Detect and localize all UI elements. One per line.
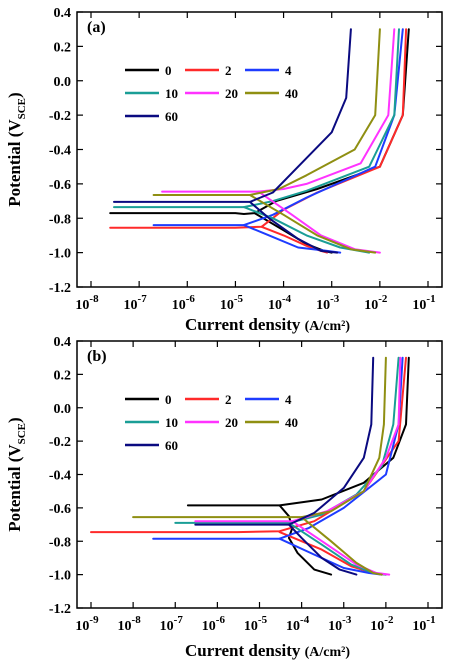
- x-tick-label: 10-6: [172, 293, 196, 313]
- series-line-20: [194, 356, 402, 523]
- legend-label-40: 40: [285, 86, 298, 101]
- legend-label-10: 10: [165, 415, 178, 430]
- y-tick-label: -0.4: [49, 469, 71, 484]
- panel-label: (b): [87, 348, 107, 365]
- y-tick-label: -1.0: [49, 569, 71, 584]
- series-cathodic-40: [300, 516, 383, 576]
- series-cathodic-60: [248, 200, 339, 254]
- panel-label: (a): [87, 19, 106, 36]
- x-tick-label: 10-1: [412, 614, 435, 634]
- y-tick-label: -0.6: [49, 502, 71, 517]
- series-line-20: [161, 28, 396, 193]
- plot-frame: [76, 340, 443, 609]
- legend-label-4: 4: [285, 392, 292, 407]
- y-tick-label: -1.2: [49, 602, 71, 617]
- series-cathodic-0: [253, 212, 333, 254]
- y-tick-label: 0.0: [54, 402, 72, 417]
- y-tick-label: -0.2: [49, 109, 71, 124]
- x-tick-label: 10-3: [316, 293, 340, 313]
- x-tick-label: 10-9: [75, 614, 99, 634]
- x-tick-label: 10-3: [328, 614, 352, 634]
- legend-label-4: 4: [285, 63, 292, 78]
- series-line-0: [109, 28, 410, 215]
- series-line-40: [152, 28, 381, 196]
- x-tick-label: 10-7: [124, 293, 148, 313]
- legend-label-60: 60: [165, 109, 178, 124]
- legend-label-0: 0: [165, 392, 172, 407]
- series-cathodic-60: [287, 523, 358, 576]
- chart-panel-2: 0.4 0.2 0.0 -0.2 -0.4 -0.6 -0.8 -1.0 -1.2 10-9 10-…: [5, 335, 443, 660]
- y-tick-label: -0.2: [49, 435, 71, 450]
- y-tick-label: -0.4: [49, 144, 71, 159]
- series-line-10: [113, 28, 400, 209]
- legend-label-60: 60: [165, 438, 178, 453]
- legend-label-40: 40: [285, 415, 298, 430]
- y-tick-label: -0.8: [49, 535, 71, 550]
- series-line-0: [186, 356, 410, 507]
- x-tick-label: 10-6: [202, 614, 226, 634]
- x-tick-label: 10-5: [220, 293, 244, 313]
- x-axis-title: Current density (A/cm²): [185, 315, 350, 334]
- series-group: [109, 28, 410, 254]
- x-tick-label: 10-4: [268, 293, 292, 313]
- series-cathodic-40: [248, 194, 377, 254]
- x-tick-label: 10-8: [118, 614, 142, 634]
- series-group: [90, 356, 410, 576]
- y-tick-label: 0.0: [54, 75, 72, 90]
- y-tick-label: 0.2: [54, 368, 72, 383]
- legend: 0 2 4 10 20 40 60: [125, 63, 298, 124]
- series-line-60: [194, 356, 375, 526]
- legend-label-2: 2: [225, 392, 232, 407]
- legend: 0 2 4 10 20 40 60: [125, 392, 298, 453]
- x-tick-label: 10-2: [370, 614, 394, 634]
- y-tick-label: -1.0: [49, 247, 71, 262]
- x-axis-title: Current density (A/cm²): [185, 641, 350, 660]
- y-tick-label: -0.6: [49, 178, 71, 193]
- x-tick-label: 10-4: [286, 614, 310, 634]
- legend-label-0: 0: [165, 63, 172, 78]
- series-cathodic-2: [278, 531, 387, 576]
- x-tick-label: 10-8: [75, 293, 99, 313]
- legend-label-10: 10: [165, 86, 178, 101]
- y-tick-label: 0.4: [54, 6, 72, 21]
- y-axis-title: Potential (VSCE): [5, 417, 28, 531]
- legend-label-20: 20: [225, 86, 238, 101]
- x-tick-label: 10-1: [412, 293, 435, 313]
- y-tick-label: -0.8: [49, 212, 71, 227]
- x-tick-label: 10-5: [244, 614, 268, 634]
- series-line-40: [132, 356, 387, 519]
- legend-label-20: 20: [225, 415, 238, 430]
- chart-panel-1: 0.4 0.2 0.0 -0.2 -0.4 -0.6 -0.8 -1.0 -1.2 10-8 10-…: [5, 6, 443, 334]
- series-line-60: [113, 28, 352, 203]
- x-tick-label: 10-2: [364, 293, 388, 313]
- y-tick-label: 0.4: [54, 335, 72, 350]
- legend-label-2: 2: [225, 63, 232, 78]
- x-tick-label: 10-7: [160, 614, 184, 634]
- y-tick-label: 0.2: [54, 40, 72, 55]
- series-line-10: [174, 356, 400, 524]
- y-tick-label: -1.2: [49, 281, 71, 296]
- y-axis-title: Potential (VSCE): [5, 92, 28, 206]
